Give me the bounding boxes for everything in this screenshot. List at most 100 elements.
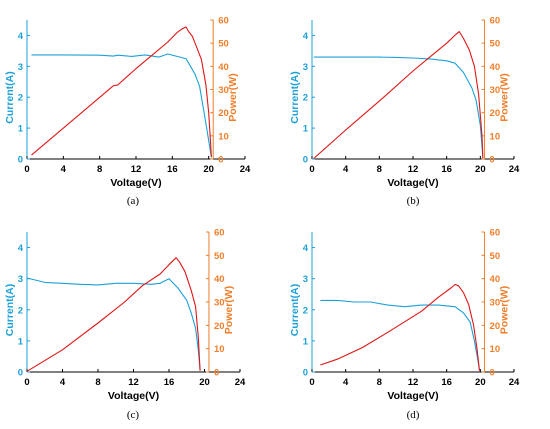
- panel-caption: (a): [127, 195, 140, 207]
- y-right-tick-label: 50: [490, 39, 501, 50]
- y-left-tick-label: 1: [18, 336, 24, 347]
- x-tick-label: 24: [509, 164, 520, 175]
- y-left-tick-label: 2: [303, 93, 308, 104]
- y-right-tick-label: 0: [218, 155, 223, 166]
- x-tick-label: 4: [343, 164, 349, 175]
- y-right-tick-label: 20: [490, 108, 501, 119]
- x-tick-label: 0: [24, 377, 29, 388]
- x-axis-label: Voltage(V): [387, 390, 438, 402]
- x-tick-label: 20: [203, 164, 214, 175]
- power-series-line: [313, 31, 484, 159]
- y-left-axis-label: Current(A): [4, 71, 16, 124]
- y-left-tick-label: 1: [303, 124, 309, 135]
- x-tick-label: 8: [377, 164, 382, 175]
- x-tick-label: 12: [128, 377, 139, 388]
- y-right-tick-label: 50: [490, 251, 501, 262]
- x-tick-label: 12: [408, 164, 419, 175]
- y-right-tick-label: 40: [214, 274, 225, 285]
- y-left-tick-label: 2: [18, 93, 23, 104]
- y-right-tick-label: 60: [490, 16, 501, 27]
- chart-panel-c: 0 4 8 12 16 20 24012340102030405060Voltage(V)C…: [4, 228, 246, 422]
- y-right-tick-label: 10: [490, 131, 501, 142]
- current-series-line: [31, 53, 212, 158]
- y-right-tick-label: 30: [490, 85, 501, 96]
- y-left-tick-label: 1: [18, 124, 24, 135]
- x-tick-label: 8: [95, 377, 100, 388]
- y-left-tick-label: 3: [18, 274, 23, 285]
- x-tick-label: 0: [309, 164, 314, 175]
- panel-caption: (c): [127, 409, 140, 421]
- power-series-line: [31, 26, 212, 157]
- current-series-line: [320, 299, 481, 371]
- x-tick-label: 8: [377, 377, 382, 388]
- y-right-tick-label: 60: [214, 228, 225, 239]
- y-left-tick-label: 0: [18, 155, 23, 166]
- x-tick-label: 24: [235, 377, 246, 388]
- x-tick-label: 20: [475, 164, 486, 175]
- x-tick-label: 0: [24, 164, 29, 175]
- x-tick-label: 24: [509, 377, 520, 388]
- x-tick-label: 12: [131, 164, 142, 175]
- x-axis-label: Voltage(V): [110, 177, 161, 189]
- x-axis-label: Voltage(V): [108, 390, 159, 402]
- y-left-tick-label: 2: [18, 305, 23, 316]
- y-right-tick-label: 0: [214, 368, 219, 379]
- y-left-axis-label: Current(A): [289, 71, 301, 124]
- y-right-tick-label: 20: [490, 321, 501, 332]
- y-left-tick-label: 3: [303, 62, 308, 73]
- y-right-tick-label: 60: [218, 16, 229, 27]
- y-right-axis-label: Power(W): [223, 286, 235, 334]
- power-series-line: [320, 283, 481, 371]
- x-tick-label: 16: [441, 377, 452, 388]
- current-series-line: [313, 56, 484, 158]
- current-series-line: [26, 277, 201, 371]
- chart-panel-d: 0 4 8 12 16 20 24012340102030405060Voltage(V)C…: [289, 228, 520, 422]
- x-tick-label: 16: [167, 164, 178, 175]
- y-left-tick-label: 0: [303, 155, 308, 166]
- y-left-tick-label: 4: [18, 243, 24, 254]
- y-right-tick-label: 0: [490, 155, 495, 166]
- x-tick-label: 4: [61, 164, 67, 175]
- x-tick-label: 16: [164, 377, 175, 388]
- y-right-tick-label: 50: [218, 39, 229, 50]
- y-left-axis-label: Current(A): [4, 284, 16, 337]
- y-left-tick-label: 4: [18, 31, 24, 42]
- y-right-tick-label: 10: [218, 131, 229, 142]
- y-right-tick-label: 60: [490, 228, 501, 239]
- x-tick-label: 16: [441, 164, 452, 175]
- y-right-tick-label: 40: [218, 62, 229, 73]
- y-right-axis-label: Power(W): [227, 73, 239, 121]
- chart-panel-a: 0 4 8 12 16 20 24012340102030405060Voltage(V)C…: [4, 16, 251, 208]
- y-right-tick-label: 40: [490, 274, 501, 285]
- y-left-tick-label: 0: [18, 368, 23, 379]
- y-right-tick-label: 30: [214, 298, 225, 309]
- y-left-tick-label: 3: [18, 62, 23, 73]
- y-right-tick-label: 30: [218, 85, 229, 96]
- y-right-tick-label: 30: [490, 298, 501, 309]
- y-right-tick-label: 40: [490, 62, 501, 73]
- y-left-tick-label: 0: [303, 368, 308, 379]
- chart-panel-b: 0 4 8 12 16 20 24012340102030405060Voltage(V)C…: [289, 16, 520, 208]
- y-left-tick-label: 2: [303, 305, 308, 316]
- y-right-tick-label: 20: [218, 108, 229, 119]
- y-left-axis-label: Current(A): [289, 284, 301, 337]
- y-right-tick-label: 0: [490, 368, 495, 379]
- x-tick-label: 4: [343, 377, 349, 388]
- y-left-tick-label: 4: [303, 243, 309, 254]
- y-right-tick-label: 10: [490, 344, 501, 355]
- x-tick-label: 20: [475, 377, 486, 388]
- x-tick-label: 12: [408, 377, 419, 388]
- y-right-tick-label: 10: [214, 344, 225, 355]
- x-tick-label: 0: [309, 377, 314, 388]
- y-left-tick-label: 4: [303, 31, 309, 42]
- x-tick-label: 4: [60, 377, 66, 388]
- panel-caption: (b): [407, 195, 420, 207]
- panel-caption: (d): [407, 409, 420, 421]
- x-tick-label: 20: [199, 377, 210, 388]
- y-left-tick-label: 1: [303, 336, 309, 347]
- y-right-axis-label: Power(W): [499, 73, 511, 121]
- y-left-tick-label: 3: [303, 274, 308, 285]
- power-series-line: [26, 257, 201, 372]
- y-right-axis-label: Power(W): [499, 286, 511, 334]
